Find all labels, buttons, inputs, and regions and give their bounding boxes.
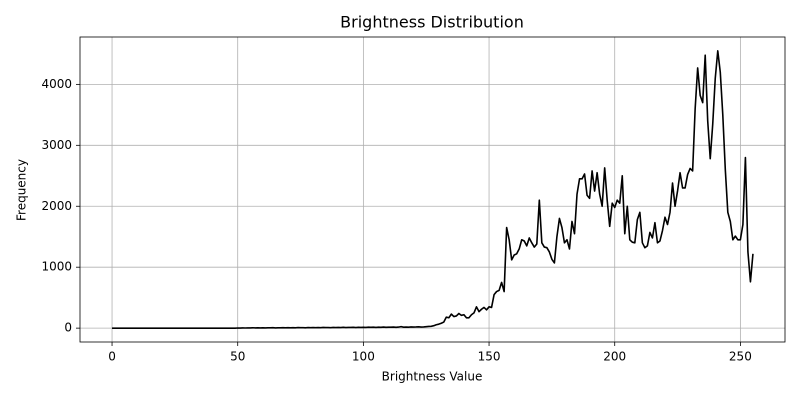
data-line [112,50,754,329]
y-tick-label: 1000 [41,260,72,274]
x-tick-label: 0 [108,350,116,364]
y-tick-label: 4000 [41,77,72,91]
x-tick-label: 150 [478,350,501,364]
x-tick-label: 50 [230,350,245,364]
y-tick-label: 0 [64,321,72,335]
chart-title: Brightness Distribution [340,13,524,32]
x-tick-label: 200 [603,350,626,364]
x-axis-label: Brightness Value [382,370,483,384]
y-tick-label: 2000 [41,199,72,213]
x-tick-label: 100 [352,350,375,364]
x-tick-label: 250 [729,350,752,364]
y-axis-label: Frequency [15,159,29,221]
plot-frame [79,36,786,343]
y-tick-label: 3000 [41,138,72,152]
